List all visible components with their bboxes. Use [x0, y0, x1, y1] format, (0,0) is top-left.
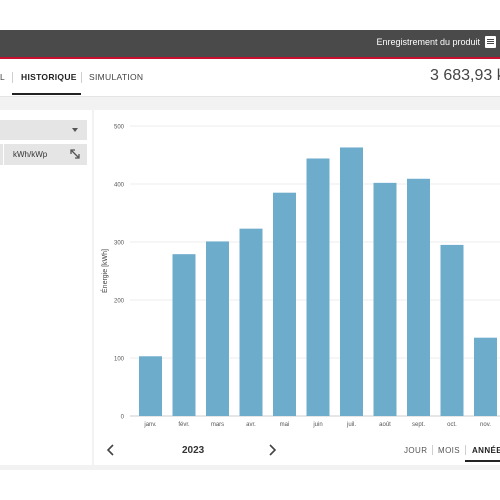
- y-axis-label: Énergie [kWh]: [100, 249, 109, 293]
- chevron-down-icon[interactable]: [72, 128, 78, 132]
- period-month-button[interactable]: MOIS: [438, 446, 461, 455]
- next-year-arrow-icon[interactable]: [266, 444, 278, 456]
- x-tick-label: févr.: [178, 422, 190, 428]
- bar-sept: [407, 178, 430, 416]
- bar-août: [373, 182, 397, 416]
- x-tick-label: juin: [312, 422, 322, 428]
- selected-year: 2023: [182, 445, 205, 456]
- x-tick-label: janv.: [143, 422, 157, 428]
- bar-juil: [340, 147, 363, 416]
- period-divider: [465, 445, 466, 455]
- bar-mai: [273, 192, 296, 416]
- tab-simulation[interactable]: SIMULATION: [89, 72, 144, 82]
- bar-oct: [440, 244, 464, 416]
- filter-panel: [0, 110, 92, 465]
- x-tick-label: oct.: [447, 422, 457, 428]
- tab-divider: [81, 72, 82, 83]
- y-tick-label: 200: [114, 299, 125, 305]
- bar-nov: [474, 337, 497, 416]
- register-product-link[interactable]: Enregistrement du produit: [376, 37, 480, 47]
- tab-previous[interactable]: L: [0, 72, 6, 82]
- tab-bar: L HISTORIQUE SIMULATION 3 683,93 k: [0, 59, 500, 97]
- y-tick-label: 100: [114, 357, 125, 363]
- period-day-button[interactable]: JOUR: [404, 446, 428, 455]
- unit-selector[interactable]: kWh/kWp: [0, 144, 87, 165]
- tab-divider: [12, 72, 13, 83]
- period-divider: [432, 445, 433, 455]
- energy-bar-chart: 0 100 200 300 400 500 Énergie [kWh] janv. févr. m…: [100, 125, 500, 428]
- unit-label: kWh/kWp: [13, 150, 48, 159]
- x-tick-label: mai: [280, 422, 290, 428]
- bar-mars: [206, 241, 229, 416]
- y-tick-label: 400: [114, 183, 125, 189]
- bar-janv: [139, 356, 162, 416]
- chart-panel: 0 100 200 300 400 500 Énergie [kWh] janv. févr. m…: [94, 110, 500, 465]
- x-tick-label: juil.: [346, 422, 356, 428]
- x-tick-label: mars: [211, 422, 224, 428]
- x-tick-label: août: [379, 422, 391, 428]
- x-tick-label: sept.: [412, 422, 425, 428]
- y-tick-label: 300: [114, 241, 125, 247]
- expand-icon[interactable]: [69, 147, 81, 161]
- bar-févr: [172, 254, 196, 416]
- period-year-button[interactable]: ANNÉE: [472, 446, 500, 455]
- bar-avr: [239, 228, 263, 416]
- x-tick-label: avr.: [246, 422, 256, 428]
- active-tab-indicator: [12, 93, 81, 95]
- previous-year-arrow-icon[interactable]: [105, 444, 117, 456]
- x-tick-label: nov.: [480, 422, 491, 428]
- bar-juin: [306, 158, 330, 417]
- y-tick-label: 0: [121, 415, 125, 421]
- active-period-indicator: [465, 460, 500, 462]
- top-header-bar: Enregistrement du produit: [0, 30, 500, 59]
- total-energy-value: 3 683,93 k: [430, 67, 500, 84]
- tab-historique[interactable]: HISTORIQUE: [21, 72, 77, 82]
- unit-divider: [3, 144, 4, 165]
- filter-select[interactable]: [0, 120, 87, 140]
- y-tick-label: 500: [114, 125, 125, 131]
- register-product-icon[interactable]: [485, 36, 496, 48]
